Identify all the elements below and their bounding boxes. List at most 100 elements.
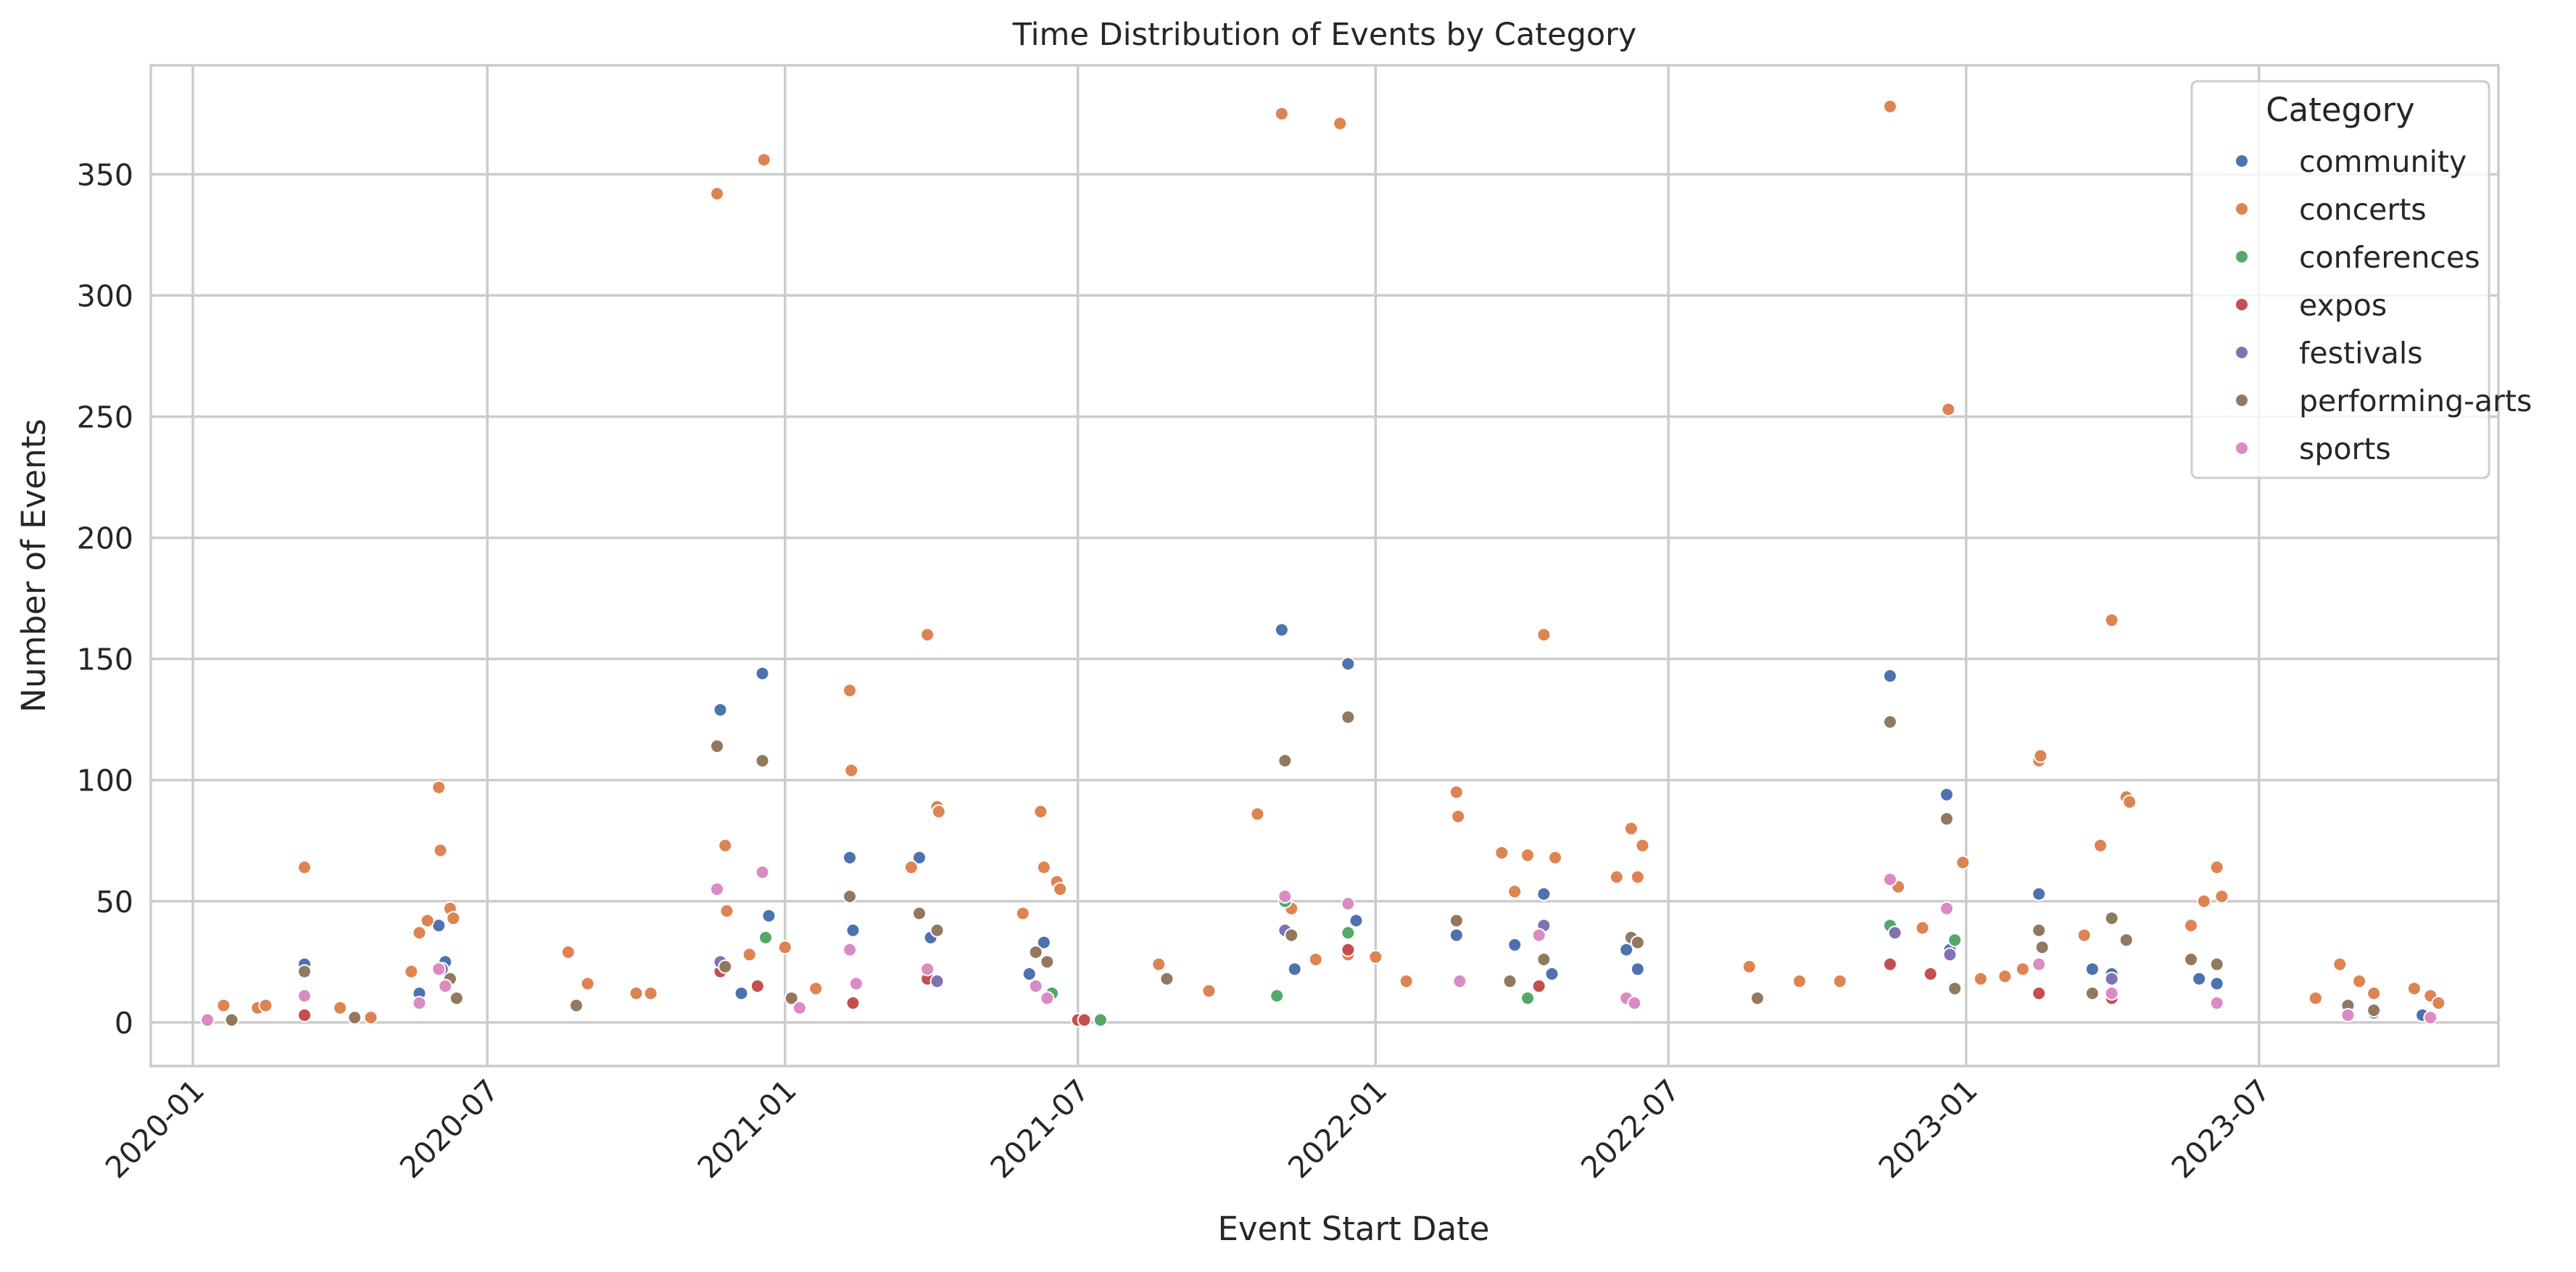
data-point [1630,935,1645,950]
data-point [1955,855,1971,870]
legend-item-community: community [2235,144,2467,179]
data-point [842,942,858,957]
legend-label: concerts [2299,192,2427,227]
data-point [1609,870,1624,885]
data-point [2076,928,2092,943]
data-point [1284,928,1299,943]
data-point [2406,981,2422,996]
data-point [842,683,858,698]
legend-box [2190,80,2490,479]
data-point [1887,925,1902,941]
data-point [1341,925,1356,941]
data-point [931,804,946,819]
data-point [2209,996,2224,1011]
data-point [1507,937,1523,952]
data-point [1308,951,1323,967]
legend-item-sports: sports [2235,431,2391,466]
data-point [1507,884,1523,899]
data-point [1494,845,1509,860]
data-point [446,911,461,926]
data-point [1520,991,1536,1006]
series-sports [200,864,2438,1028]
legend-label: community [2299,144,2467,179]
data-point [1997,969,2013,984]
data-point [1536,627,1552,643]
data-point [1531,928,1546,943]
data-point [2032,986,2047,1001]
legend-label: expos [2299,288,2387,323]
data-point [920,962,935,977]
data-point [1077,1012,1092,1028]
data-point [1250,806,1265,822]
data-point [1333,116,1348,131]
legend-item-expos: expos [2235,288,2387,323]
data-point [1449,928,1464,943]
plot-frame [149,64,2500,1067]
data-point [808,981,824,996]
data-point [1368,949,1383,965]
data-point [755,666,770,681]
legend-marker [2235,154,2249,168]
data-point [297,964,312,979]
data-point [1349,913,1364,928]
data-point [2209,957,2224,972]
data-point [363,1010,378,1025]
legend-marker [2235,297,2249,312]
data-point [2033,748,2048,764]
data-point [1942,947,1958,962]
data-point [792,1000,807,1015]
data-point [929,922,945,938]
data-point [449,991,464,1006]
data-point [412,996,427,1011]
legend-label: performing-arts [2299,384,2532,418]
data-point [1536,951,1552,967]
x-axis-label: Event Start Date [1217,1210,1489,1248]
data-point [710,882,725,897]
legend-marker [2235,202,2249,216]
data-point [420,913,435,928]
chart-title: Time Distribution of Events by Category [1012,17,1637,53]
y-axis-label: Number of Events [15,418,53,712]
data-point [1159,971,1175,986]
data-point [1544,967,1560,982]
data-point [1022,967,1037,982]
grid-lines [151,65,2498,1066]
data-point [1939,787,1955,802]
legend-marker [2235,345,2249,360]
data-point [2122,794,2137,809]
data-point [755,864,770,880]
data-point [742,947,757,962]
data-point [2184,951,2199,967]
data-point [842,889,858,904]
data-point [1915,920,1930,936]
data-point [412,925,427,941]
legend-items: community concerts conferences expos festiva… [2235,144,2532,466]
data-point [848,976,864,991]
data-point [1941,402,1956,417]
data-point [431,962,447,977]
data-point [920,627,935,643]
data-point [1882,957,1897,972]
data-point [297,1007,312,1023]
data-point [755,753,770,768]
data-point [1036,860,1051,875]
data-point [1973,971,1988,986]
legend-marker [2235,393,2249,408]
y-tick-label: 300 [77,278,133,313]
data-point [1531,978,1546,994]
data-point [2119,933,2134,948]
data-point [845,996,861,1011]
data-point [643,986,658,1001]
data-point [2084,986,2100,1001]
legend-label: sports [2299,431,2391,466]
data-point [1623,821,1639,836]
data-point [1151,957,1167,972]
data-point [2032,957,2047,972]
legend-item-festivals: festivals [2235,336,2423,371]
data-point [2104,613,2119,628]
data-point [1923,967,1938,982]
data-point [1040,991,1055,1006]
data-point [2214,889,2229,904]
data-point [404,964,419,979]
